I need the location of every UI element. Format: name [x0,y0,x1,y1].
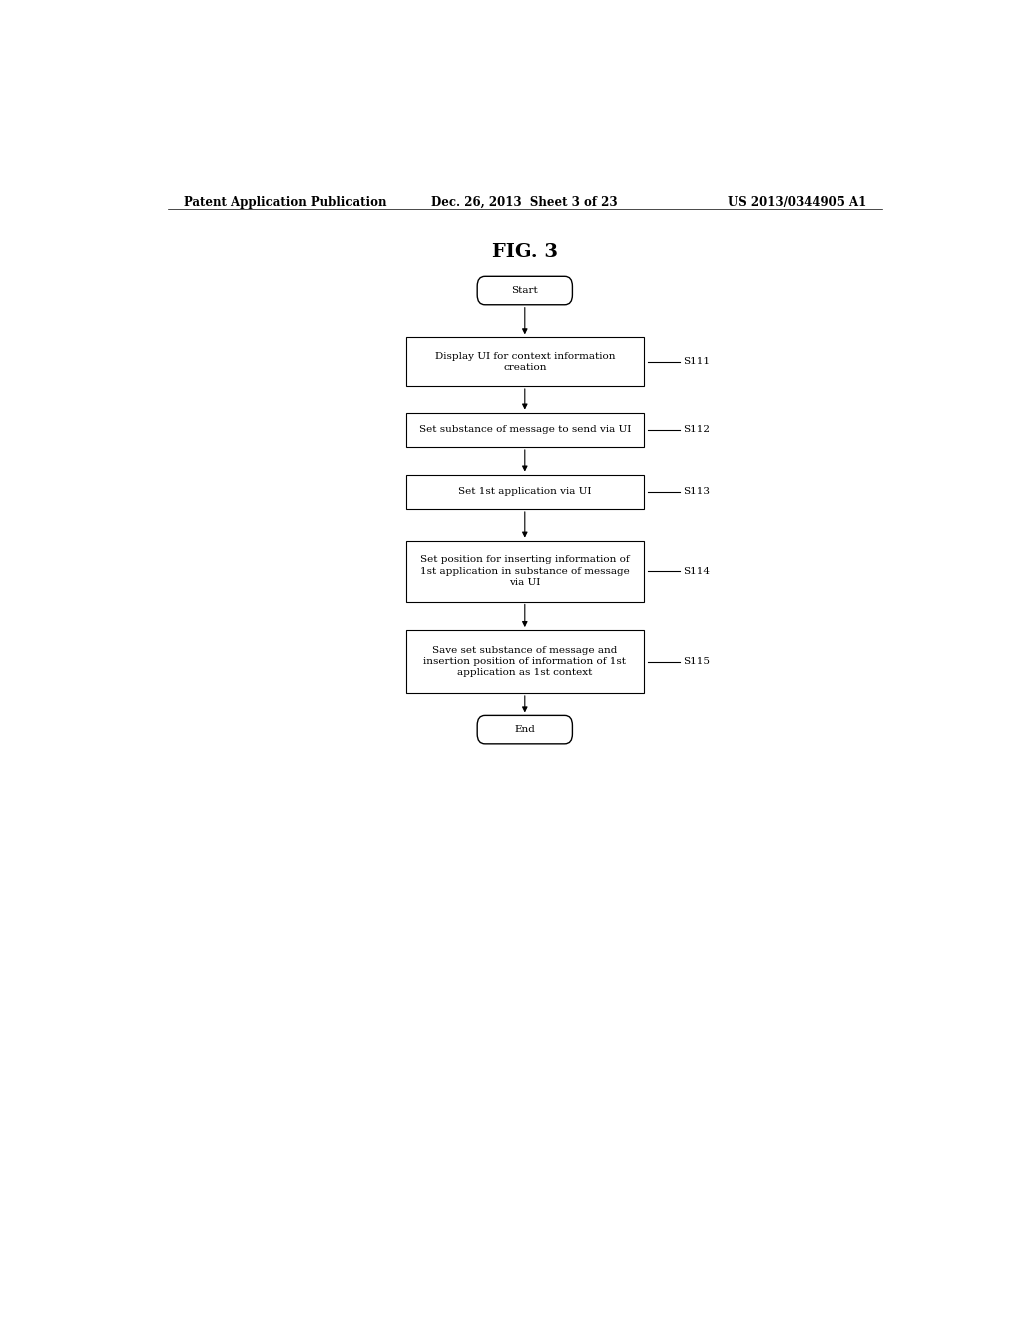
FancyBboxPatch shape [477,276,572,305]
Text: S113: S113 [684,487,711,496]
FancyBboxPatch shape [406,474,644,510]
Text: Set 1st application via UI: Set 1st application via UI [458,487,592,496]
Text: S115: S115 [684,657,711,667]
Text: Set substance of message to send via UI: Set substance of message to send via UI [419,425,631,434]
Text: Patent Application Publication: Patent Application Publication [183,195,386,209]
FancyBboxPatch shape [477,715,572,744]
Text: Dec. 26, 2013  Sheet 3 of 23: Dec. 26, 2013 Sheet 3 of 23 [431,195,618,209]
Text: Save set substance of message and
insertion position of information of 1st
appli: Save set substance of message and insert… [423,645,627,677]
FancyBboxPatch shape [406,630,644,693]
Text: FIG. 3: FIG. 3 [492,243,558,261]
Text: US 2013/0344905 A1: US 2013/0344905 A1 [728,195,866,209]
Text: End: End [514,725,536,734]
Text: Set position for inserting information of
1st application in substance of messag: Set position for inserting information o… [420,556,630,586]
Text: Display UI for context information
creation: Display UI for context information creat… [434,351,615,372]
Text: Start: Start [511,286,539,296]
Text: S114: S114 [684,566,711,576]
FancyBboxPatch shape [406,412,644,447]
FancyBboxPatch shape [406,541,644,602]
Text: S112: S112 [684,425,711,434]
Text: S111: S111 [684,358,711,366]
FancyBboxPatch shape [406,338,644,385]
